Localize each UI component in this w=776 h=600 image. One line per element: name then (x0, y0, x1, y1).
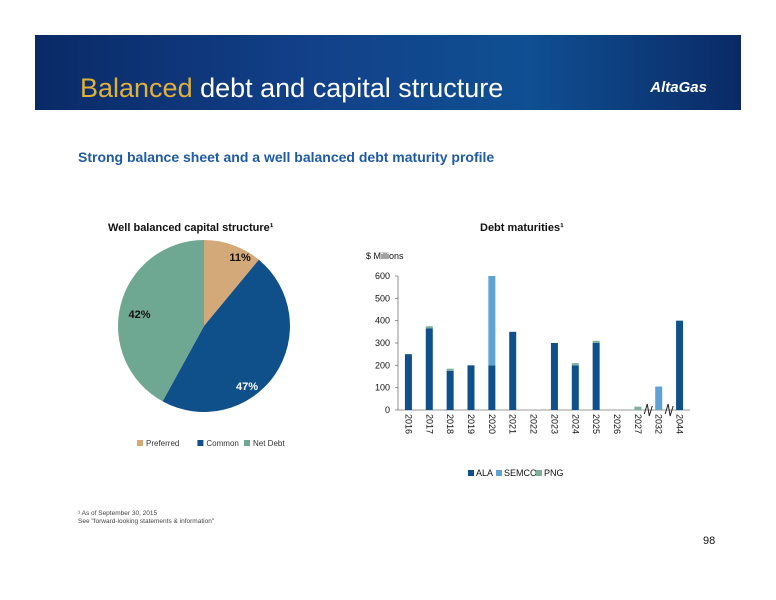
bar-ala-2025 (592, 343, 600, 410)
pie-slice-net-debt (118, 240, 204, 402)
pie-chart-title: Well balanced capital structure¹ (108, 222, 274, 234)
pie-legend-label-preferred: Preferred (146, 439, 179, 448)
altagas-logo: AltaGas (650, 79, 707, 96)
axis-break-mark-2 (664, 403, 674, 417)
bar-semco-2020 (488, 276, 496, 366)
x-tick-label-2027: 2027 (633, 414, 643, 434)
bar-legend-label-semco: SEMCO (504, 468, 537, 478)
bar-semco-2032 (655, 386, 663, 410)
slide-subtitle: Strong balance sheet and a well balanced… (78, 149, 495, 165)
pie-legend-swatch-common (197, 440, 204, 446)
bar-ala-2023 (550, 343, 558, 410)
y-tick-label: 100 (375, 383, 390, 393)
footnote: ¹ As of September 30, 2015 See "forward-… (78, 510, 214, 526)
bar-ala-2019 (467, 365, 475, 410)
pie-legend-swatch-preferred (137, 440, 143, 446)
x-tick-label-2017: 2017 (424, 414, 434, 434)
footnote-line-2: See "forward-looking statements & inform… (78, 518, 215, 525)
bar-ala-2021 (509, 331, 517, 410)
bar-png-2024 (571, 363, 579, 366)
bar-legend-swatch-ala (468, 470, 474, 476)
y-tick-label: 400 (375, 316, 390, 326)
x-tick-label-2026: 2026 (612, 414, 622, 434)
x-tick-label-2022: 2022 (529, 414, 539, 434)
bar-png-2025 (592, 340, 600, 343)
y-tick-label: 600 (375, 271, 390, 281)
bar-ala-2044 (676, 320, 684, 410)
bar-legend-label-ala: ALA (476, 468, 493, 478)
bar-png-2027 (634, 406, 642, 410)
pie-legend-label-net-debt: Net Debt (253, 439, 285, 448)
bar-legend-swatch-semco (496, 470, 502, 476)
bar-ala-2017 (425, 328, 433, 410)
y-tick-label: 200 (375, 360, 390, 370)
pie-legend-swatch-net-debt (244, 440, 250, 446)
x-tick-label-2021: 2021 (508, 414, 518, 434)
axis-break-mark-1 (643, 403, 653, 417)
title-rest: debt and capital structure (192, 73, 504, 103)
x-tick-label-2032: 2032 (654, 414, 664, 434)
x-tick-label-2025: 2025 (591, 414, 601, 434)
bar-png-2017 (425, 326, 433, 329)
pie-label-common: 47% (236, 381, 258, 393)
bar-png-2018 (446, 368, 454, 371)
header-banner: Balanced debt and capital structure Alta… (35, 35, 741, 110)
x-tick-label-2044: 2044 (675, 414, 685, 434)
y-tick-label: 500 (375, 293, 390, 303)
x-tick-label-2023: 2023 (549, 414, 559, 434)
bar-ala-2018 (446, 370, 454, 410)
page-title: Balanced debt and capital structure (80, 73, 503, 104)
x-tick-label-2024: 2024 (570, 414, 580, 434)
x-tick-label-2019: 2019 (466, 414, 476, 434)
pie-legend-label-common: Common (206, 439, 238, 448)
debt-maturities-bar-chart: $ Millions 0 100 200 300 400 500 600 2016 2017 201… (366, 251, 690, 478)
pie-slice-common (162, 259, 290, 412)
x-tick-label-2018: 2018 (445, 414, 455, 434)
capital-structure-pie-chart: 11% 47% 42% Preferred Common Net Debt (118, 240, 290, 448)
bar-legend-label-png: PNG (544, 468, 564, 478)
bar-legend-swatch-png (536, 470, 542, 476)
y-axis-label: $ Millions (366, 251, 404, 261)
bar-chart-title: Debt maturities¹ (480, 222, 564, 234)
pie-slice-preferred (204, 240, 259, 326)
bar-ala-2020 (488, 365, 496, 410)
bar-ala-2016 (404, 354, 412, 410)
y-tick-label: 300 (375, 338, 390, 348)
title-accent: Balanced (80, 73, 193, 103)
x-tick-label-2020: 2020 (487, 414, 497, 434)
page-number: 98 (703, 535, 716, 547)
bar-ala-2024 (571, 365, 579, 410)
x-tick-label-2016: 2016 (403, 414, 413, 434)
pie-label-net-debt: 42% (128, 309, 150, 321)
y-tick-label: 0 (385, 405, 390, 415)
pie-label-preferred: 11% (229, 252, 251, 264)
footnote-line-1: ¹ As of September 30, 2015 (78, 510, 158, 517)
